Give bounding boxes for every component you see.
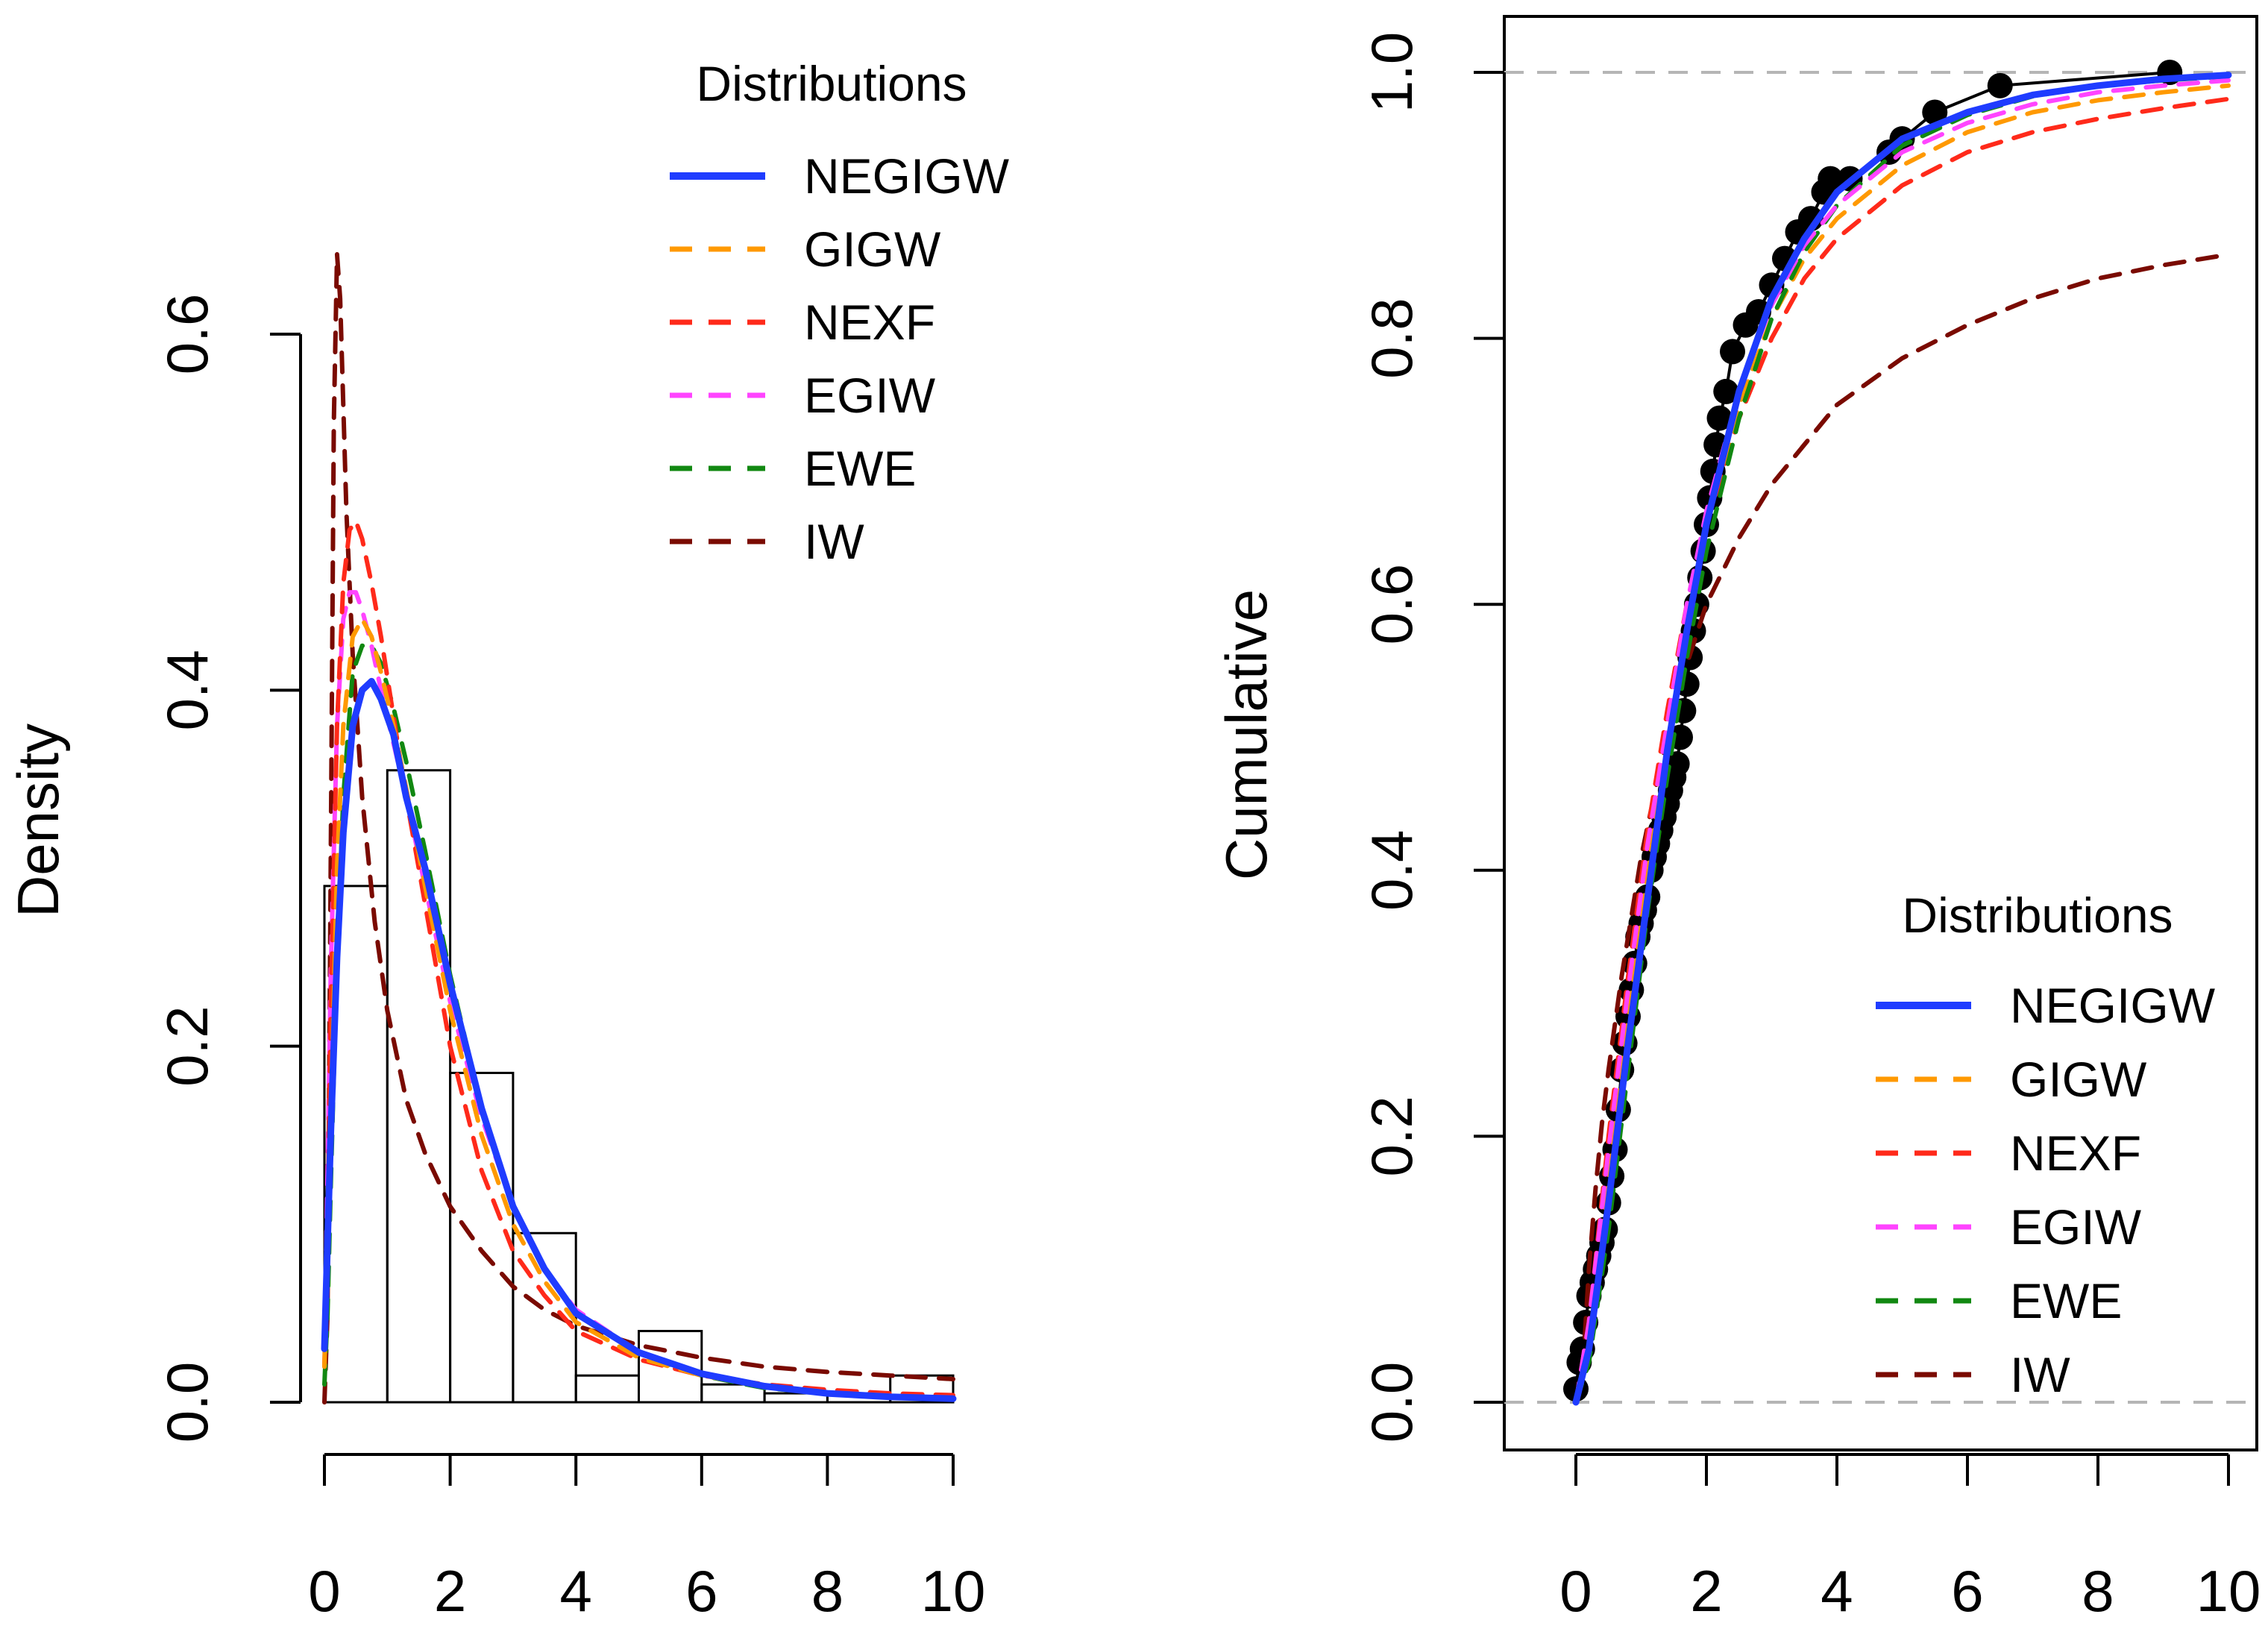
density-curve-ewe [322, 643, 955, 1401]
density-curve-egiw [322, 590, 955, 1401]
x-tick-label: 0 [308, 1558, 340, 1624]
density-legend-label-egiw: EGIW [804, 368, 936, 423]
density-curve-negigw [321, 677, 957, 1402]
y-tick-label: 0.0 [1359, 1362, 1424, 1443]
density-legend-label-nexf: NEXF [804, 295, 935, 350]
cumulative-panel: 0.0 0.2 0.4 0.6 0.8 1.0 0 2 4 6 8 10 Cumulative Di… [1213, 15, 2261, 1624]
cumulative-legend-label-gigw: GIGW [2010, 1052, 2147, 1107]
y-tick-label: 0.2 [1359, 1096, 1424, 1176]
cumulative-legend-label-ewe: EWE [2010, 1273, 2122, 1328]
cumulative-x-axis: 0 2 4 6 8 10 [1559, 1453, 2261, 1624]
x-tick-label: 6 [1951, 1558, 1983, 1624]
empirical-point [1818, 166, 1844, 192]
histogram-bar [638, 1330, 703, 1404]
x-tick-label: 8 [811, 1558, 844, 1624]
empirical-point [1713, 378, 1739, 404]
y-tick-label: 0.4 [1359, 830, 1424, 911]
x-tick-label: 6 [685, 1558, 717, 1624]
x-tick-label: 0 [1559, 1558, 1592, 1624]
density-curve-gigw [322, 616, 955, 1401]
density-curve-iw [322, 251, 955, 1404]
cumulative-legend-label-iw: IW [2010, 1347, 2070, 1402]
cumulative-curve-negigw [1572, 72, 2232, 1406]
density-legend: Distributions NEGIGW GIGW NEXF EGIW EWE IW [670, 56, 1010, 569]
density-legend-label-ewe: EWE [804, 441, 916, 496]
x-tick-label: 2 [434, 1558, 466, 1624]
y-tick-label: 0.4 [154, 650, 220, 730]
density-legend-label-negigw: NEGIGW [804, 148, 1010, 204]
x-tick-label: 4 [560, 1558, 592, 1624]
histogram-bar [574, 1374, 641, 1404]
density-y-axis-title: Density [5, 723, 71, 917]
empirical-point [1987, 72, 2013, 98]
cumulative-y-axis-title: Cumulative [1213, 589, 1279, 880]
empirical-point [1720, 339, 1745, 365]
x-tick-label: 8 [2082, 1558, 2114, 1624]
cumulative-legend-label-nexf: NEXF [2010, 1126, 2141, 1181]
cumulative-curve-iw [1574, 252, 2231, 1404]
x-tick-label: 10 [921, 1558, 986, 1624]
cumulative-reference-lines [1504, 71, 2257, 1404]
empirical-point [1706, 405, 1733, 431]
y-tick-label: 1.0 [1359, 32, 1424, 113]
empirical-point [1922, 99, 1948, 125]
cumulative-legend-label-negigw: NEGIGW [2010, 978, 2216, 1033]
density-y-axis: 0.0 0.2 0.4 0.6 [154, 294, 302, 1443]
empirical-point [1664, 751, 1690, 777]
cumulative-y-axis: 0.0 0.2 0.4 0.6 0.8 1.0 [1359, 32, 1506, 1443]
density-legend-label-gigw: GIGW [804, 222, 941, 277]
histogram-bar [512, 1231, 577, 1404]
y-tick-label: 0.6 [1359, 564, 1424, 644]
density-curves [321, 251, 957, 1404]
cumulative-legend: Distributions NEGIGW GIGW NEXF EGIW EWE IW [1876, 888, 2216, 1402]
density-panel: 0.0 0.2 0.4 0.6 0 2 4 6 8 10 Density Distributio… [5, 56, 1010, 1624]
x-tick-label: 4 [1821, 1558, 1853, 1624]
density-legend-label-iw: IW [804, 514, 864, 569]
x-tick-label: 10 [2196, 1558, 2261, 1624]
cumulative-legend-title: Distributions [1902, 888, 2173, 943]
density-x-axis: 0 2 4 6 8 10 [308, 1453, 986, 1624]
density-legend-title: Distributions [696, 56, 967, 111]
y-tick-label: 0.2 [154, 1005, 220, 1086]
cumulative-legend-label-egiw: EGIW [2010, 1199, 2142, 1255]
histogram-bar [449, 1071, 515, 1404]
density-curve-nexf [322, 518, 955, 1398]
cumulative-curves [1572, 72, 2232, 1406]
cumulative-plot-box [1503, 15, 2258, 1451]
x-tick-label: 2 [1690, 1558, 1722, 1624]
y-tick-label: 0.0 [154, 1362, 220, 1443]
y-tick-label: 0.6 [154, 294, 220, 374]
y-tick-label: 0.8 [1359, 298, 1424, 378]
